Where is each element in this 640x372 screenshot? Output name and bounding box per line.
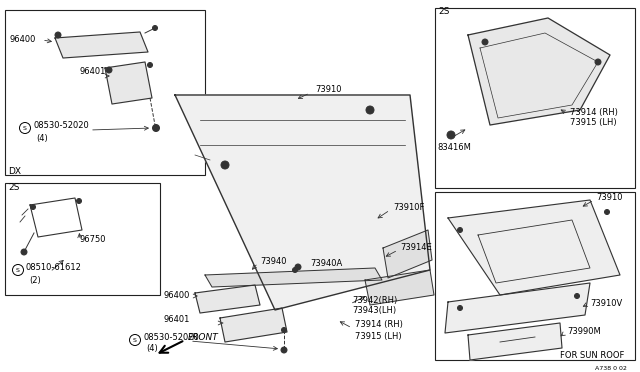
Circle shape [147, 62, 152, 67]
Circle shape [575, 294, 579, 298]
Circle shape [482, 39, 488, 45]
Polygon shape [383, 230, 432, 278]
Bar [5, 10, 205, 175]
Bar [435, 192, 635, 360]
Text: S: S [133, 337, 137, 343]
Polygon shape [365, 270, 434, 305]
Bar [5, 183, 160, 295]
Text: 73910: 73910 [596, 193, 623, 202]
Polygon shape [468, 323, 562, 360]
Text: 96400: 96400 [163, 291, 189, 299]
Circle shape [605, 209, 609, 215]
Circle shape [31, 205, 35, 209]
Text: 96400: 96400 [10, 35, 36, 45]
Text: 73940: 73940 [260, 257, 287, 266]
Circle shape [55, 32, 61, 38]
Circle shape [295, 264, 301, 270]
Polygon shape [55, 32, 148, 58]
Text: 08530-52020: 08530-52020 [143, 334, 199, 343]
Circle shape [152, 26, 157, 31]
Text: 08530-52020: 08530-52020 [33, 122, 89, 131]
Polygon shape [175, 95, 430, 310]
Circle shape [595, 59, 601, 65]
Text: 73910: 73910 [315, 86, 342, 94]
Circle shape [77, 199, 81, 203]
Text: 73914E: 73914E [400, 244, 432, 253]
Circle shape [21, 249, 27, 255]
Circle shape [281, 347, 287, 353]
Circle shape [458, 305, 463, 311]
Text: 96750: 96750 [80, 235, 106, 244]
Text: (2): (2) [29, 276, 41, 285]
Text: 73915 (LH): 73915 (LH) [355, 331, 402, 340]
Text: DX: DX [8, 167, 21, 176]
Text: 73910F: 73910F [393, 203, 424, 212]
Text: 73910V: 73910V [590, 298, 622, 308]
Polygon shape [105, 62, 152, 104]
Circle shape [152, 125, 159, 131]
Circle shape [447, 131, 455, 139]
Text: (4): (4) [146, 344, 157, 353]
Text: 96401: 96401 [80, 67, 106, 77]
Text: 08510-61612: 08510-61612 [26, 263, 82, 273]
Polygon shape [220, 308, 287, 342]
Text: 96401: 96401 [163, 315, 189, 324]
Text: 73914 (RH): 73914 (RH) [355, 321, 403, 330]
Text: A738 0 02: A738 0 02 [595, 366, 627, 371]
Polygon shape [448, 200, 620, 295]
Circle shape [366, 106, 374, 114]
Text: 2S: 2S [8, 183, 19, 192]
Text: (4): (4) [36, 134, 48, 142]
Text: 73943(LH): 73943(LH) [352, 307, 396, 315]
Polygon shape [195, 285, 260, 313]
Text: FRONT: FRONT [188, 334, 219, 343]
Circle shape [282, 327, 287, 333]
Bar [435, 8, 635, 188]
Circle shape [106, 67, 112, 73]
Text: 73942(RH): 73942(RH) [352, 295, 397, 305]
Polygon shape [468, 18, 610, 125]
Text: 73914 (RH): 73914 (RH) [570, 108, 618, 116]
Text: S: S [16, 267, 20, 273]
Circle shape [221, 161, 229, 169]
Text: FOR SUN ROOF: FOR SUN ROOF [560, 350, 625, 359]
Text: 83416M: 83416M [437, 144, 471, 153]
Polygon shape [445, 283, 590, 333]
Polygon shape [205, 268, 382, 287]
Circle shape [292, 267, 298, 273]
Text: S: S [23, 125, 27, 131]
Text: 73915 (LH): 73915 (LH) [570, 118, 616, 126]
Text: 2S: 2S [438, 7, 449, 16]
Text: 73990M: 73990M [567, 327, 601, 337]
Circle shape [458, 228, 463, 232]
Text: 73940A: 73940A [310, 259, 342, 267]
